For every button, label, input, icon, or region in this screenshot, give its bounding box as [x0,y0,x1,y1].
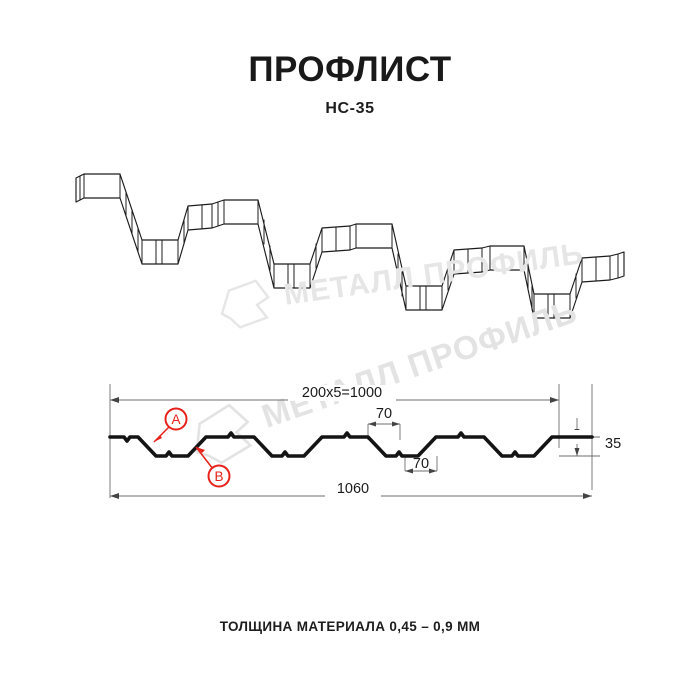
callout-a: A [153,407,188,443]
product-model: НС-35 [325,100,375,117]
dimension-top-flange: 70 [367,406,401,440]
isometric-fold-lines [75,173,625,319]
callout-b: B [195,446,231,488]
callout-a-label: A [171,412,180,427]
header: ПРОФЛИСТ НС-35 [0,52,700,118]
dimension-pitch: 200x5=1000 [110,385,559,403]
footer: ТОЛЩИНА МАТЕРИАЛА 0,45 – 0,9 ММ [0,619,700,634]
dimension-total-width: 1060 [110,481,592,499]
dimension-pitch-label: 200x5=1000 [302,385,382,401]
page-title: ПРОФЛИСТ [248,50,452,89]
dimension-total-width-label: 1060 [337,481,369,497]
dimension-height-label: 35 [605,436,621,452]
dimension-bottom-flange: 70 [404,456,438,474]
dimension-bottom-flange-label: 70 [413,456,429,472]
profile-cross-section-outline [108,431,594,458]
dimension-top-flange-label: 70 [376,406,392,422]
profile-3d-illustration [62,173,638,323]
callout-b-label: B [214,469,223,484]
material-thickness-text: ТОЛЩИНА МАТЕРИАЛА 0,45 – 0,9 ММ [219,619,481,634]
technical-cross-section-drawing: 200x5=1000 70 70 [100,378,621,513]
